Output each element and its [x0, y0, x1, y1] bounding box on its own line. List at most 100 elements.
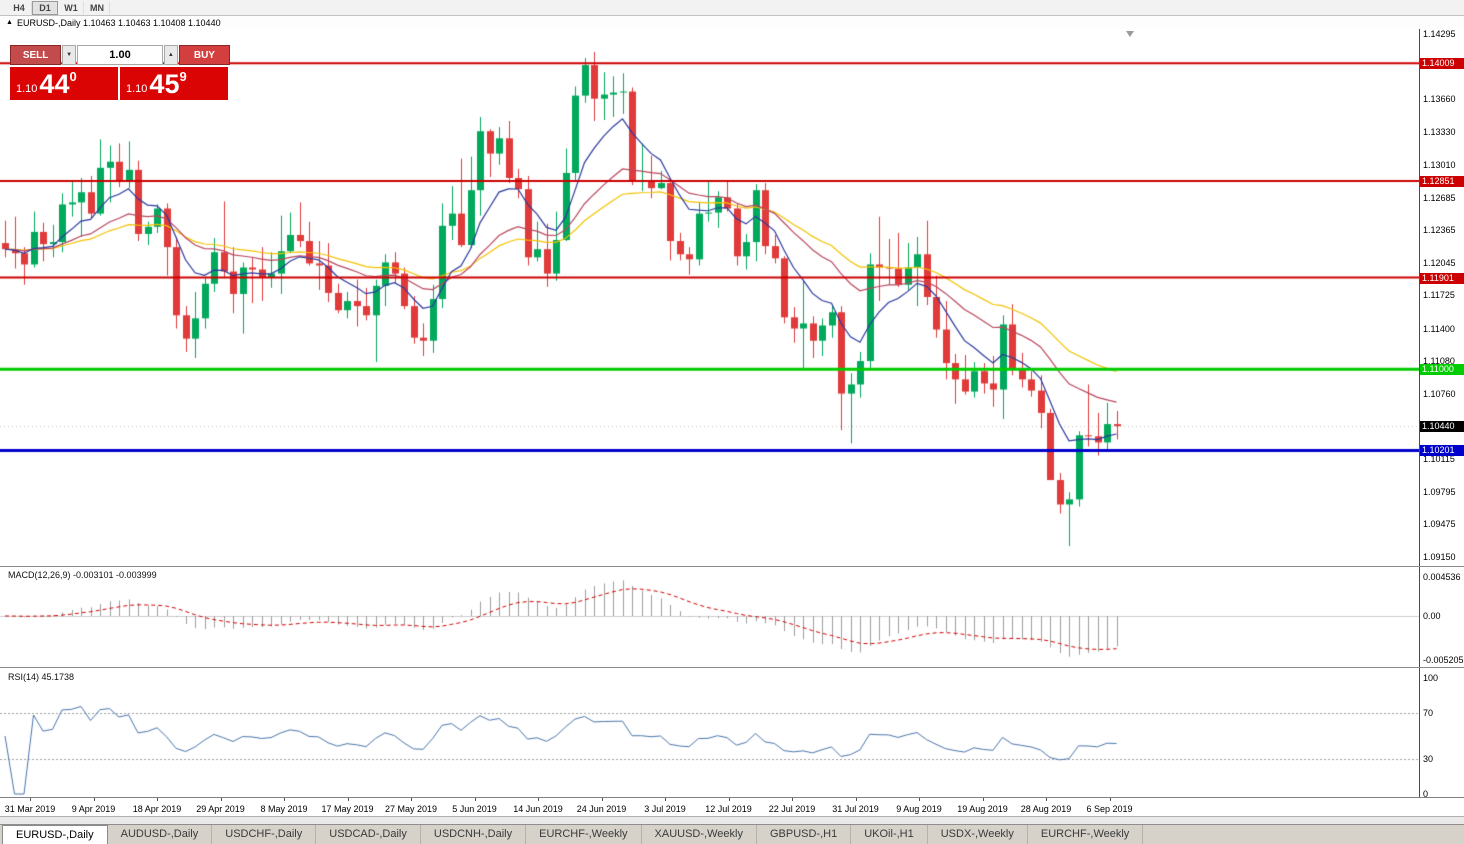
buy-button[interactable]: BUY [178, 45, 230, 65]
chart-tab-9-usdx-weekly[interactable]: USDX-,Weekly [928, 825, 1028, 844]
time-axis[interactable]: 31 Mar 2019 9 Apr 2019 18 Apr 2019 29 Apr 2… [0, 797, 1464, 817]
price-line-badge: 1.11901 [1420, 272, 1464, 284]
time-axis-label: 18 Apr 2019 [132, 804, 182, 814]
rsi-label: RSI(14) 45.1738 [8, 672, 75, 682]
time-axis-label: 19 Aug 2019 [957, 804, 1008, 814]
time-axis-label: 17 May 2019 [321, 804, 374, 814]
buy-price-pip: 9 [179, 69, 187, 84]
price-axis-label: 1.12045 [1423, 257, 1456, 268]
time-axis-tick [94, 798, 95, 801]
macd-axis-label: -0.005205 [1423, 655, 1464, 666]
sell-price-big: 44 [39, 69, 70, 99]
sell-button[interactable]: SELL [10, 45, 62, 65]
one-click-trading-panel: SELL ▼ ▲ BUY 1.10 44 0 1.10 45 9 [10, 45, 230, 100]
price-axis-label: 1.09150 [1423, 552, 1456, 563]
time-axis-tick [1110, 798, 1111, 801]
time-axis-tick [919, 798, 920, 801]
time-axis-tick [856, 798, 857, 801]
time-axis-tick [729, 798, 730, 801]
chart-tab-bar: EURUSD-,Daily AUDUSD-,Daily USDCHF-,Daily U… [0, 824, 1464, 844]
chart-tab-2-usdchf-daily[interactable]: USDCHF-,Daily [212, 825, 317, 844]
price-axis[interactable] [1419, 29, 1464, 797]
volume-decrease-button[interactable]: ▼ [62, 45, 76, 65]
chart-shift-marker[interactable] [1126, 31, 1134, 37]
macd-axis-label: 0.004536 [1423, 572, 1461, 583]
time-axis-tick [348, 798, 349, 801]
time-axis-tick [157, 798, 158, 801]
time-axis-tick [602, 798, 603, 801]
rsi-axis-label: 70 [1423, 707, 1434, 718]
macd-indicator-canvas[interactable] [0, 568, 1419, 667]
chart-tab-6-xauusd-weekly[interactable]: XAUUSD-,Weekly [642, 825, 757, 844]
main-chart-canvas[interactable] [0, 29, 1419, 566]
timeframe-button-w1[interactable]: W1 [58, 0, 84, 15]
price-axis-label: 1.12685 [1423, 192, 1456, 203]
timeframe-button-h4[interactable]: H4 [6, 0, 32, 15]
time-axis-label: 8 May 2019 [260, 804, 308, 814]
price-axis-label: 1.13330 [1423, 127, 1456, 138]
time-axis-tick [284, 798, 285, 801]
chart-tab-4-usdcnh-daily[interactable]: USDCNH-,Daily [421, 825, 527, 844]
price-axis-label: 1.10760 [1423, 388, 1456, 399]
chart-tab-1-audusd-daily[interactable]: AUDUSD-,Daily [108, 825, 213, 844]
time-axis-label: 31 Mar 2019 [4, 804, 56, 814]
time-axis-label: 9 Aug 2019 [896, 804, 942, 814]
rsi-axis-label: 0 [1423, 789, 1429, 799]
volume-increase-button[interactable]: ▲ [164, 45, 178, 65]
chart-tab-0-eurusd-daily[interactable]: EURUSD-,Daily [2, 825, 108, 844]
timeframe-button-d1[interactable]: D1 [32, 0, 58, 15]
time-axis-label: 24 Jun 2019 [576, 804, 627, 814]
price-axis-label: 1.13010 [1423, 159, 1456, 170]
buy-price-prefix: 1.10 [126, 83, 148, 95]
chart-symbol-icon: ▲ [6, 19, 13, 26]
panel-splitter[interactable] [0, 667, 1464, 668]
chart-tab-3-usdcad-daily[interactable]: USDCAD-,Daily [316, 825, 421, 844]
time-axis-label: 12 Jul 2019 [705, 804, 752, 814]
time-axis-label: 22 Jul 2019 [768, 804, 816, 814]
rsi-axis-label: 30 [1423, 754, 1434, 765]
sell-price-prefix: 1.10 [16, 83, 38, 95]
time-axis-label: 28 Aug 2019 [1020, 804, 1072, 814]
price-axis-label: 1.09475 [1423, 519, 1456, 530]
time-axis-tick [221, 798, 222, 801]
panel-splitter[interactable] [0, 566, 1464, 567]
sell-price-pip: 0 [69, 69, 77, 84]
price-axis-label: 1.09795 [1423, 486, 1456, 497]
rsi-axis-label: 100 [1423, 673, 1439, 683]
buy-price-display[interactable]: 1.10 45 9 [120, 67, 228, 100]
price-axis-label: 1.10115 [1423, 454, 1455, 465]
macd-label: MACD(12,26,9) -0.003101 -0.003999 [8, 570, 157, 580]
volume-input[interactable] [77, 45, 163, 65]
price-axis-label: 1.14295 [1423, 29, 1456, 40]
current-price-badge: 1.10440 [1420, 421, 1464, 433]
time-axis-label: 5 Jun 2019 [452, 804, 497, 814]
price-axis-label: 1.11725 [1423, 290, 1455, 301]
time-axis-label: 9 Apr 2019 [71, 804, 116, 814]
chart-title: EURUSD-,Daily 1.10463 1.10463 1.10408 1.… [16, 17, 221, 28]
chevron-up-icon: ▲ [167, 52, 174, 58]
price-axis-label: 1.13660 [1423, 93, 1456, 104]
chart-tab-10-eurchf-weekly[interactable]: EURCHF-,Weekly [1028, 825, 1144, 844]
time-axis-label: 14 Jun 2019 [513, 804, 563, 814]
price-axis-label: 1.12365 [1423, 225, 1456, 236]
timeframe-toolbar: H4 D1 W1 MN [0, 0, 1464, 16]
chart-tab-8-ukoil-h1[interactable]: UKOil-,H1 [851, 825, 928, 844]
time-axis-label: 29 Apr 2019 [196, 804, 245, 814]
chart-tab-5-eurchf-weekly[interactable]: EURCHF-,Weekly [526, 825, 642, 844]
rsi-indicator-canvas[interactable] [0, 669, 1419, 797]
time-axis-label: 6 Sep 2019 [1086, 804, 1133, 814]
time-axis-tick [30, 798, 31, 801]
time-axis-tick [1046, 798, 1047, 801]
time-axis-tick [983, 798, 984, 801]
sell-price-display[interactable]: 1.10 44 0 [10, 67, 118, 100]
price-axis-label: 1.11400 [1423, 323, 1455, 334]
macd-axis-label: 0.00 [1423, 611, 1441, 621]
chart-tab-7-gbpusd-h1[interactable]: GBPUSD-,H1 [757, 825, 852, 844]
chevron-down-icon: ▼ [66, 52, 73, 58]
price-line-badge: 1.12851 [1420, 175, 1464, 187]
price-line-badge: 1.10201 [1420, 445, 1464, 457]
timeframe-button-mn[interactable]: MN [84, 0, 110, 15]
time-axis-label: 3 Jul 2019 [644, 804, 686, 814]
time-axis-tick [411, 798, 412, 801]
chart-titlebar[interactable]: ▲ EURUSD-,Daily 1.10463 1.10463 1.10408 … [0, 16, 1464, 29]
